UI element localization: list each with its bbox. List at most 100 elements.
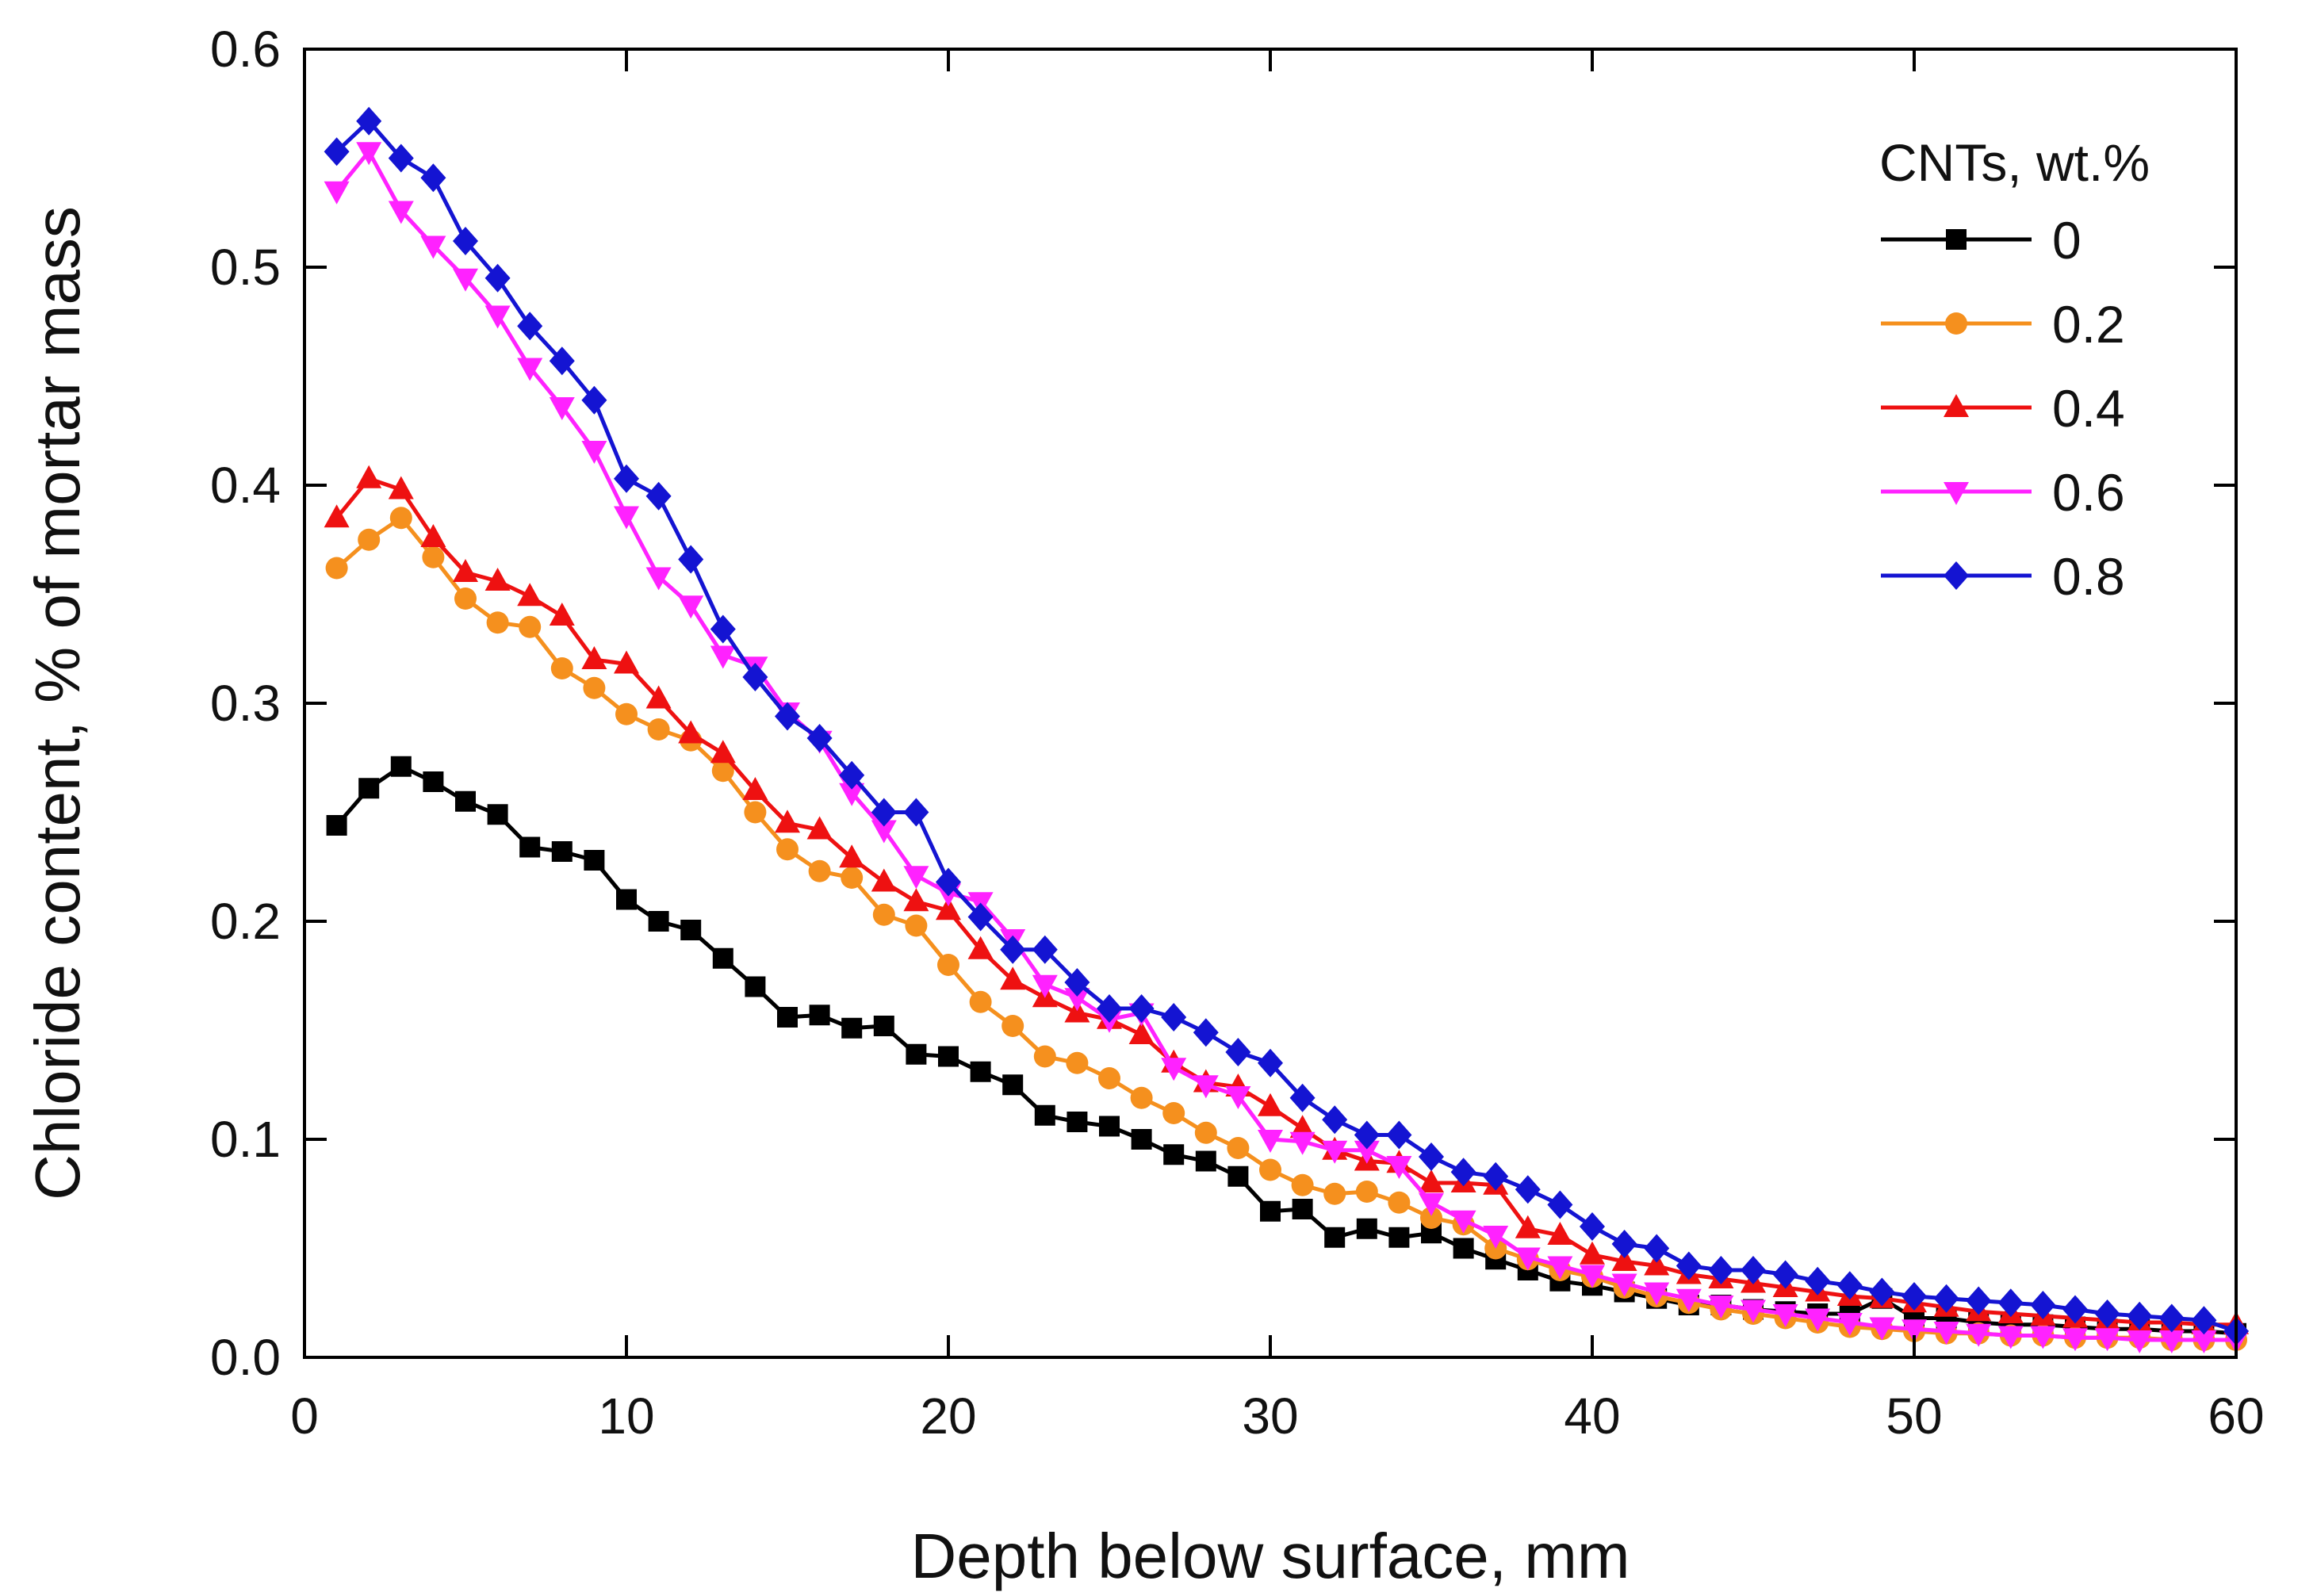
- data-point-0.8: [2094, 1299, 2120, 1328]
- data-point-0.8: [1611, 1230, 1637, 1258]
- data-point-0.6: [356, 142, 382, 166]
- data-point-0.6: [1193, 1075, 1219, 1099]
- data-point-0.4: [742, 777, 768, 800]
- data-point-0.4: [1000, 966, 1026, 990]
- data-point-0.6: [1966, 1323, 1992, 1347]
- data-point-0.6: [645, 567, 672, 591]
- data-point-0.2: [486, 611, 509, 634]
- data-point-0.8: [775, 702, 800, 731]
- data-point-0.4: [517, 583, 543, 607]
- data-point-0.6: [388, 201, 414, 224]
- y-tick-label: 0.1: [210, 1111, 281, 1168]
- x-axis-title: Depth below surface, mm: [910, 1521, 1630, 1591]
- data-point-0: [1131, 1129, 1152, 1150]
- data-point-0.8: [1419, 1142, 1444, 1171]
- legend-label: 0.2: [2052, 295, 2125, 354]
- data-point-0.4: [549, 603, 575, 626]
- data-point-0.6: [484, 305, 511, 329]
- data-point-0.4: [645, 685, 672, 709]
- data-point-0.6: [420, 235, 446, 259]
- data-point-0.6: [1708, 1296, 1734, 1319]
- data-point-0.2: [1162, 1102, 1185, 1124]
- data-point-0.8: [2062, 1295, 2088, 1324]
- data-point-0.2: [841, 867, 864, 889]
- data-point-0.2: [422, 545, 445, 568]
- data-point-0: [841, 1017, 863, 1039]
- data-point-0.8: [1193, 1018, 1219, 1047]
- data-point-0.4: [710, 740, 736, 764]
- y-tick-label: 0.6: [210, 21, 281, 78]
- data-point-0.2: [1194, 1121, 1217, 1144]
- data-point-0.8: [517, 312, 543, 341]
- data-point-0.6: [1354, 1140, 1380, 1164]
- legend: CNTs, wt.% 0 0.2 0.4 0.6 0.8: [1879, 133, 2150, 606]
- data-point-0: [712, 947, 733, 969]
- data-point-0: [487, 804, 508, 825]
- data-point-0.8: [2030, 1291, 2056, 1319]
- data-point-0.8: [1354, 1120, 1380, 1150]
- data-point-0.4: [678, 720, 704, 744]
- data-point-0.6: [1419, 1192, 1444, 1216]
- data-point-0.2: [1388, 1191, 1411, 1214]
- data-point-0.4: [420, 524, 446, 547]
- data-point-0.6: [549, 397, 575, 420]
- data-point-0.2: [1066, 1051, 1089, 1074]
- data-point-0: [1453, 1238, 1474, 1259]
- data-point-0.6: [1515, 1247, 1541, 1271]
- data-point-0.8: [549, 346, 575, 376]
- data-point-0.2: [744, 801, 767, 824]
- data-point-0.2: [711, 760, 734, 783]
- data-point-0.2: [647, 718, 670, 741]
- data-point-0: [1260, 1200, 1281, 1222]
- data-point-0.6: [2030, 1326, 2056, 1349]
- data-point-0.4: [484, 568, 511, 591]
- data-point-0.6: [1258, 1130, 1283, 1153]
- data-point-0: [1356, 1218, 1377, 1239]
- data-point-0.8: [324, 137, 350, 166]
- data-point-0.4: [775, 809, 800, 833]
- x-tick-label: 30: [1242, 1387, 1298, 1445]
- data-point-0.6: [1580, 1265, 1605, 1288]
- legend-items: 0 0.2 0.4 0.6 0.8: [1881, 211, 2125, 606]
- data-point-0.2: [776, 838, 799, 861]
- data-point-0.8: [1901, 1282, 1927, 1311]
- data-point-0.6: [614, 506, 639, 530]
- data-point-0.4: [1515, 1215, 1541, 1238]
- data-point-0.2: [358, 528, 381, 551]
- data-point-0.8: [1032, 935, 1058, 964]
- data-point-0.8: [2127, 1301, 2153, 1330]
- data-point-0.2: [1001, 1015, 1024, 1037]
- data-point-0.8: [420, 163, 446, 193]
- data-point-0.8: [2158, 1303, 2185, 1333]
- data-point-0.8: [2191, 1306, 2217, 1335]
- data-point-0.6: [2191, 1330, 2217, 1353]
- data-point-0: [326, 815, 347, 836]
- axes-layer: 0 10 20 30 40 50 60 0.0 0.1 0.2 0.3 0.4 0.5 0.6: [210, 21, 2265, 1445]
- data-point-0.8: [1258, 1048, 1283, 1077]
- data-point-0.6: [871, 820, 897, 844]
- data-point-0.2: [1323, 1182, 1346, 1205]
- data-point-0.6: [1644, 1282, 1670, 1306]
- data-point-0.8: [903, 798, 929, 827]
- x-tick-label: 0: [290, 1387, 319, 1445]
- data-point-0: [1002, 1074, 1024, 1096]
- data-point-0.6: [453, 268, 478, 292]
- series-layer: [324, 106, 2249, 1353]
- legend-label: 0.8: [2052, 547, 2125, 606]
- data-point-0: [970, 1061, 991, 1082]
- data-point-0: [906, 1043, 927, 1065]
- data-point-0: [1195, 1150, 1216, 1172]
- data-point-0.8: [1933, 1284, 1959, 1313]
- y-axis-title: Chloride content, % of mortar mass: [22, 206, 93, 1200]
- data-point-0: [1324, 1227, 1346, 1248]
- data-point-0.8: [1225, 1038, 1251, 1066]
- data-point-0.4: [806, 816, 833, 840]
- data-point-0: [1034, 1104, 1055, 1126]
- data-point-0.4: [1611, 1248, 1637, 1271]
- data-point-0.6: [1225, 1086, 1251, 1109]
- data-point-0.6: [1386, 1156, 1412, 1179]
- data-point-0.2: [615, 702, 638, 725]
- data-point-0.8: [1836, 1271, 1863, 1300]
- data-point-0.8: [1869, 1277, 1895, 1307]
- data-point-0.6: [1741, 1299, 1766, 1323]
